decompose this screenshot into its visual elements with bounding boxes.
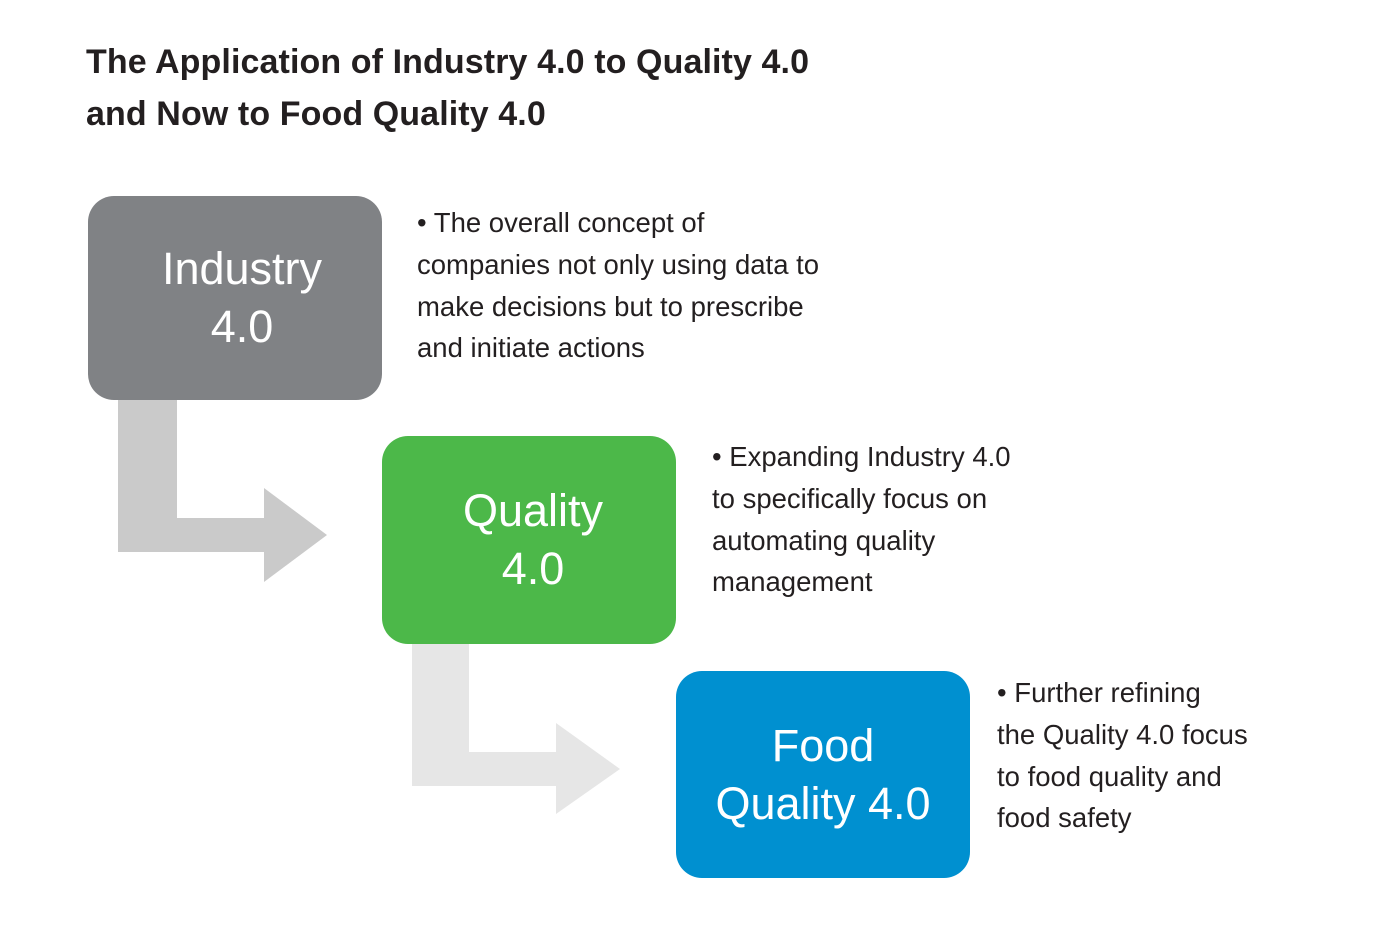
node-industry-40[interactable]: Industry 4.0 [88,196,382,400]
node-quality-40-label-line1: Quality [462,485,604,537]
connector-industry-to-quality-arrow [118,396,327,582]
node-industry-40-label-line1: Industry [161,243,323,295]
connector-quality-to-food-arrow [412,638,620,814]
description-food-quality-40: • Further refining the Quality 4.0 focus… [997,677,1248,834]
description-quality-40: • Expanding Industry 4.0 to specifically… [712,441,1011,598]
node-food-quality-40[interactable]: Food Quality 4.0 [676,671,970,878]
elbow-arrow-shape [412,638,620,814]
page-title: The Application of Industry 4.0 to Quali… [86,43,810,134]
node-food-quality-40-label-line1: Food [771,719,875,771]
node-food-quality-40-label-line2: Quality 4.0 [715,777,931,829]
elbow-arrow-shape [118,396,327,582]
node-industry-40-label-line2: 4.0 [210,301,274,352]
node-quality-40[interactable]: Quality 4.0 [382,436,676,644]
description-industry-40: • The overall concept of companies not o… [417,207,820,364]
node-quality-40-label-line2: 4.0 [501,543,565,594]
